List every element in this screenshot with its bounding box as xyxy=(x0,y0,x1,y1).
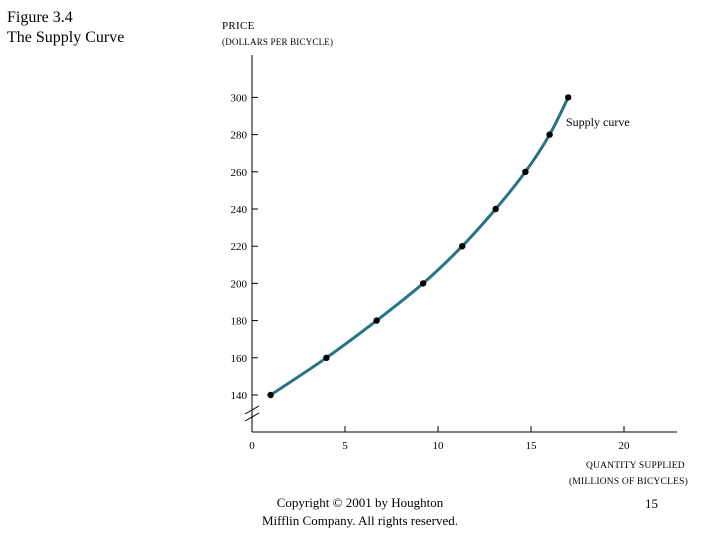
data-point xyxy=(565,94,572,101)
x-axis-title-line2: (millions of bicycles) xyxy=(569,476,688,487)
figure-heading: Figure 3.4 The Supply Curve xyxy=(7,8,124,48)
series-label-supply-curve: Supply curve xyxy=(566,115,630,129)
x-tick-label: 15 xyxy=(526,440,538,452)
y-tick-label: 180 xyxy=(231,316,248,328)
data-point xyxy=(419,280,427,287)
copyright-line-1: Copyright © 2001 by Houghton xyxy=(276,495,444,510)
data-point xyxy=(267,391,274,399)
y-axis-title-line1: Price xyxy=(222,20,255,32)
data-point xyxy=(546,131,553,138)
y-tick-label: 240 xyxy=(231,204,248,216)
axis-break-marks xyxy=(244,405,260,422)
y-tick-label: 300 xyxy=(231,92,248,104)
y-tick-label: 280 xyxy=(231,130,248,142)
x-tick-label: 0 xyxy=(249,440,255,452)
data-point xyxy=(458,243,466,250)
page-number: 15 xyxy=(645,496,658,511)
axis-break-mark xyxy=(244,412,260,422)
figure-number: Figure 3.4 xyxy=(7,9,73,26)
y-tick-label: 160 xyxy=(231,353,248,365)
copyright-line-2: Mifflin Company. All rights reserved. xyxy=(261,513,459,528)
axis-break-mark xyxy=(244,405,260,415)
data-point xyxy=(492,205,499,213)
x-tick-label: 5 xyxy=(342,440,348,452)
data-point xyxy=(522,168,529,175)
copyright-notice: Copyright © 2001 by Houghton Mifflin Com… xyxy=(240,494,480,530)
x-tick-label: 20 xyxy=(619,440,631,452)
supply-curve-line xyxy=(269,95,570,397)
data-points xyxy=(267,94,572,399)
data-point xyxy=(323,354,330,361)
y-tick-label: 200 xyxy=(231,278,248,290)
x-tick-label: 10 xyxy=(433,440,445,452)
figure-title: The Supply Curve xyxy=(7,29,125,46)
x-ticks: 0 5 10 15 20 xyxy=(249,426,630,452)
y-tick-label: 260 xyxy=(231,167,248,179)
y-axis-title-line2: (dollars per bicycle) xyxy=(222,37,333,47)
y-ticks: 140 160 180 200 220 240 260 280 300 xyxy=(231,92,258,402)
y-tick-label: 220 xyxy=(231,241,248,253)
y-tick-label: 140 xyxy=(231,390,248,402)
x-axis-title-line1: Quantity supplied xyxy=(586,461,685,471)
data-point xyxy=(373,317,380,324)
